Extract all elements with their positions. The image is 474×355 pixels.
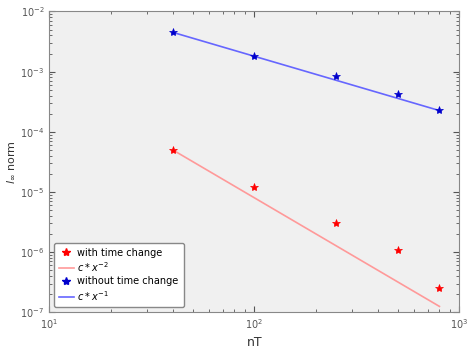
X-axis label: nT: nT [246,337,262,349]
Y-axis label: $l_\infty$ norm: $l_\infty$ norm [6,140,18,184]
Legend: with time change, $c*x^{-2}$, without time change, $c*x^{-1}$: with time change, $c*x^{-2}$, without ti… [54,243,183,307]
